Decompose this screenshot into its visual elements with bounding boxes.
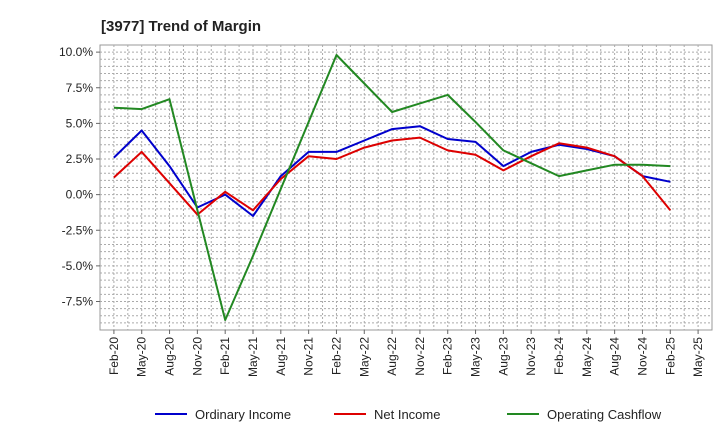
y-tick-label: 0.0% xyxy=(66,188,94,202)
x-tick-label: Aug-24 xyxy=(608,337,622,376)
x-tick-label: Nov-21 xyxy=(302,337,316,376)
x-tick-label: Feb-24 xyxy=(552,337,566,375)
y-tick-label: -2.5% xyxy=(62,223,94,237)
x-tick-label: Nov-22 xyxy=(413,337,427,376)
series-lines xyxy=(113,54,672,321)
x-tick-label: Nov-20 xyxy=(190,337,204,376)
x-tick-label: Nov-23 xyxy=(524,337,538,376)
y-axis-ticks: 10.0% 7.5% 5.0% 2.5% 0.0% -2.5% -5.0% -7.5% xyxy=(59,45,100,309)
horizontal-grid xyxy=(100,51,712,324)
chart-title: [3977] Trend of Margin xyxy=(101,18,261,35)
x-tick-label: Feb-20 xyxy=(107,337,121,375)
y-tick-label: 5.0% xyxy=(66,116,94,130)
x-tick-label: Feb-21 xyxy=(218,337,232,375)
series-line-operating-cashflow xyxy=(113,54,671,321)
x-tick-label: Aug-20 xyxy=(163,337,177,376)
y-tick-label: 10.0% xyxy=(59,45,93,59)
x-tick-label: Nov-24 xyxy=(635,337,649,376)
x-tick-label: Aug-21 xyxy=(274,337,288,376)
y-tick-label: -7.5% xyxy=(62,295,94,309)
x-tick-label: Aug-23 xyxy=(496,337,510,376)
x-tick-label: May-22 xyxy=(357,337,371,377)
x-tick-label: Feb-25 xyxy=(663,337,677,375)
vertical-grid xyxy=(113,45,699,330)
legend-label: Operating Cashflow xyxy=(547,407,662,422)
x-tick-label: May-24 xyxy=(580,337,594,377)
legend-label: Net Income xyxy=(374,407,440,422)
x-axis-ticks: Feb-20 May-20 Aug-20 Nov-20 Feb-21 May-21 Aug-… xyxy=(107,330,705,377)
x-tick-label: May-20 xyxy=(135,337,149,377)
x-tick-label: Feb-23 xyxy=(441,337,455,375)
x-tick-label: May-25 xyxy=(691,337,705,377)
y-tick-label: 7.5% xyxy=(66,81,94,95)
legend-label: Ordinary Income xyxy=(195,407,291,422)
legend: Ordinary Income Net Income Operating Cashf… xyxy=(155,407,662,422)
series-line-net-income xyxy=(113,136,672,216)
y-tick-label: 2.5% xyxy=(66,152,94,166)
x-tick-label: Feb-22 xyxy=(329,337,343,375)
y-tick-label: -5.0% xyxy=(62,259,94,273)
x-tick-label: May-23 xyxy=(469,337,483,377)
x-tick-label: May-21 xyxy=(246,337,260,377)
x-tick-label: Aug-22 xyxy=(385,337,399,376)
series-line-ordinary-income xyxy=(113,125,671,217)
